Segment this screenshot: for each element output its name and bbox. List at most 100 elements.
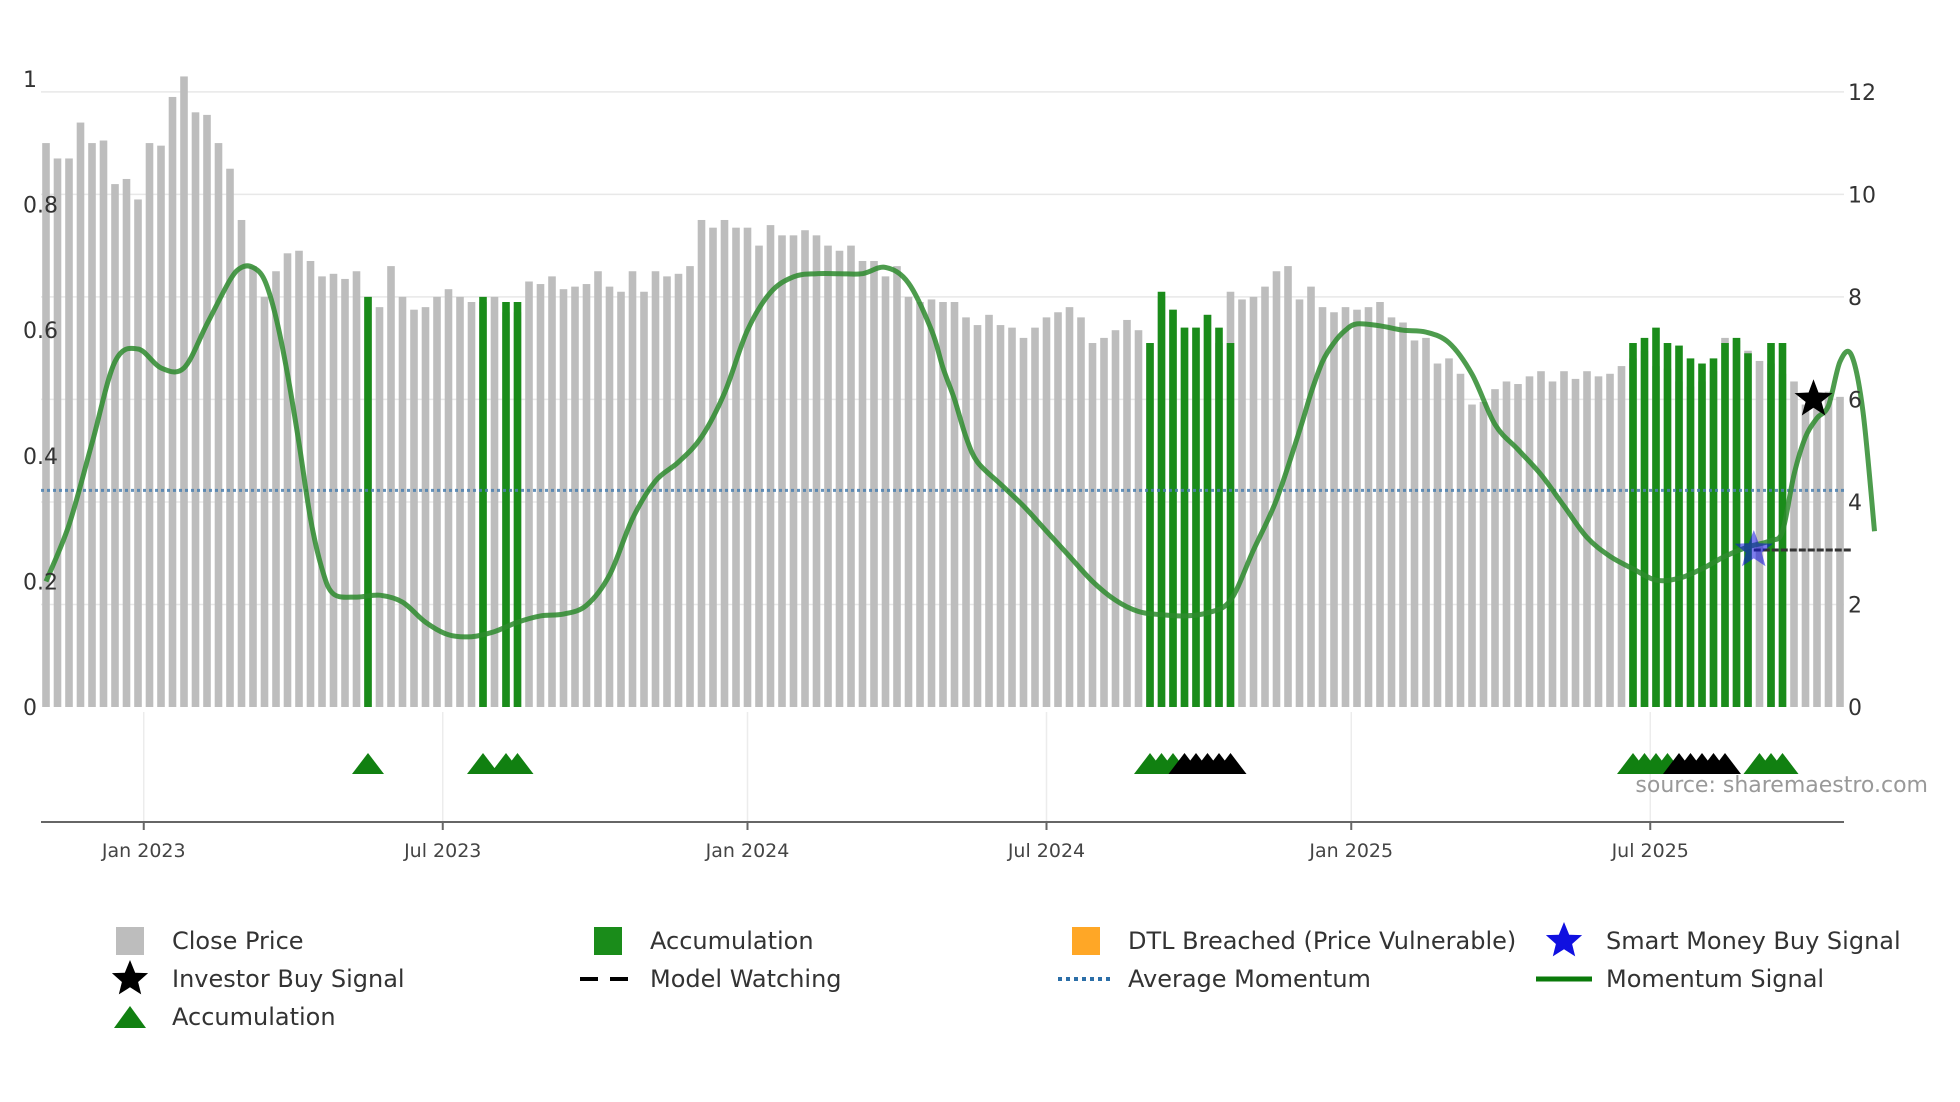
close-price-bar (1479, 401, 1488, 707)
close-price-bar (1330, 312, 1338, 707)
close-price-bar (1514, 384, 1522, 707)
left-tick-label: 0.6 (23, 319, 58, 344)
close-price-bar (1341, 307, 1350, 707)
x-tick-label: Jan 2023 (101, 840, 186, 862)
signal-triangle (1214, 753, 1247, 774)
close-price-bar (985, 314, 993, 707)
close-price-bar (1054, 312, 1062, 707)
signal-triangle (1709, 753, 1741, 774)
close-price-bar (329, 273, 338, 707)
close-price-bar (824, 245, 832, 707)
accumulation-bar (1686, 358, 1695, 707)
left-axis-ticks: 0 0.2 0.4 0.6 0.8 1 (23, 68, 58, 721)
close-price-bar (433, 296, 441, 707)
close-price-bars (42, 76, 1844, 708)
momentum-signal-line (43, 263, 1877, 640)
close-price-bar (1537, 371, 1545, 707)
x-tick-label: Jan 2025 (1308, 840, 1393, 862)
close-price-bar (76, 122, 85, 708)
close-price-bar (812, 235, 821, 707)
accumulation-bar (1663, 343, 1672, 707)
accumulation-bar (1180, 327, 1189, 707)
close-price-bar (1134, 330, 1143, 707)
close-price-bar (1077, 317, 1085, 707)
close-price-bar (1295, 299, 1304, 707)
close-price-bar (1238, 299, 1246, 707)
close-price-bar (1410, 340, 1419, 707)
x-tick-label: Jul 2025 (1611, 840, 1689, 862)
close-price-bar (1272, 271, 1281, 707)
close-price-bar (594, 271, 602, 707)
close-price-bar (1249, 296, 1258, 707)
close-price-bar (778, 235, 786, 707)
close-price-bar (1042, 317, 1051, 707)
right-tick-label: 8 (1848, 286, 1862, 311)
close-price-bar (732, 227, 740, 708)
close-price-bar (950, 302, 959, 707)
right-tick-label: 0 (1848, 696, 1862, 721)
close-price-bar (1387, 317, 1396, 707)
signal-triangle (352, 753, 384, 774)
close-price-bar (260, 296, 269, 707)
close-price-bar (755, 245, 763, 707)
close-price-bar (203, 114, 211, 707)
close-price-bar (1560, 371, 1568, 707)
close-price-bar (1502, 381, 1511, 707)
close-price-bar (1801, 404, 1810, 707)
close-price-bar (134, 199, 142, 708)
accumulation-bar (1652, 327, 1660, 707)
close-price-bar (1088, 343, 1097, 707)
close-price-bar (456, 296, 464, 707)
accumulation-bar (1146, 343, 1154, 707)
accumulation-bar (513, 302, 522, 707)
close-price-bar (1284, 266, 1292, 707)
close-price-bar (214, 143, 223, 707)
close-price-bar (1617, 366, 1626, 707)
signal-triangle (1766, 753, 1799, 774)
accumulation-bar (1698, 363, 1706, 707)
close-price-bar (536, 284, 545, 707)
close-price-bar (145, 143, 154, 707)
investor-buy-star (1794, 379, 1833, 416)
close-price-bar (1307, 286, 1315, 707)
close-price-bar (237, 219, 246, 707)
close-price-bar (525, 281, 533, 707)
accumulation-bar (1744, 353, 1752, 707)
close-price-bar (1468, 404, 1476, 707)
accumulation-bar (1215, 327, 1223, 707)
close-price-bar (1433, 363, 1442, 707)
close-price-bar (283, 253, 292, 707)
close-price-bar (697, 219, 706, 707)
close-price-bar (893, 266, 901, 707)
accumulation-bar (1192, 327, 1200, 707)
source-text: source: sharemaestro.com (1635, 773, 1928, 798)
right-tick-label: 12 (1848, 81, 1876, 106)
close-price-bar (582, 284, 591, 707)
close-price-bar (99, 140, 108, 707)
accumulation-bar (1709, 358, 1718, 707)
signal-triangle (501, 753, 534, 774)
accumulation-bar (1640, 337, 1649, 707)
close-price-bar (1399, 322, 1407, 707)
close-price-bar (766, 225, 775, 707)
close-price-bar (858, 260, 867, 707)
close-price-bar (686, 266, 694, 707)
close-price-bar (168, 96, 177, 707)
close-price-bar (306, 260, 315, 707)
signal-markers (352, 753, 1799, 774)
close-price-bar (904, 296, 913, 707)
close-price-bar (1065, 307, 1074, 707)
accumulation-bar (1721, 343, 1729, 707)
x-tick-label: Jan 2024 (705, 840, 790, 862)
close-price-bar (1456, 373, 1465, 707)
right-axis-ticks: 0 2 4 6 8 10 12 (1848, 81, 1876, 721)
close-price-bar (927, 299, 936, 707)
close-price-bar (1008, 327, 1016, 707)
close-price-bar (870, 260, 878, 707)
close-price-bar (122, 178, 131, 707)
right-tick-label: 6 (1848, 388, 1862, 413)
close-price-bar (1422, 337, 1430, 707)
close-price-bar (467, 302, 476, 707)
left-tick-label: 0.2 (23, 570, 58, 595)
smart-money-buy-star (1734, 530, 1773, 567)
